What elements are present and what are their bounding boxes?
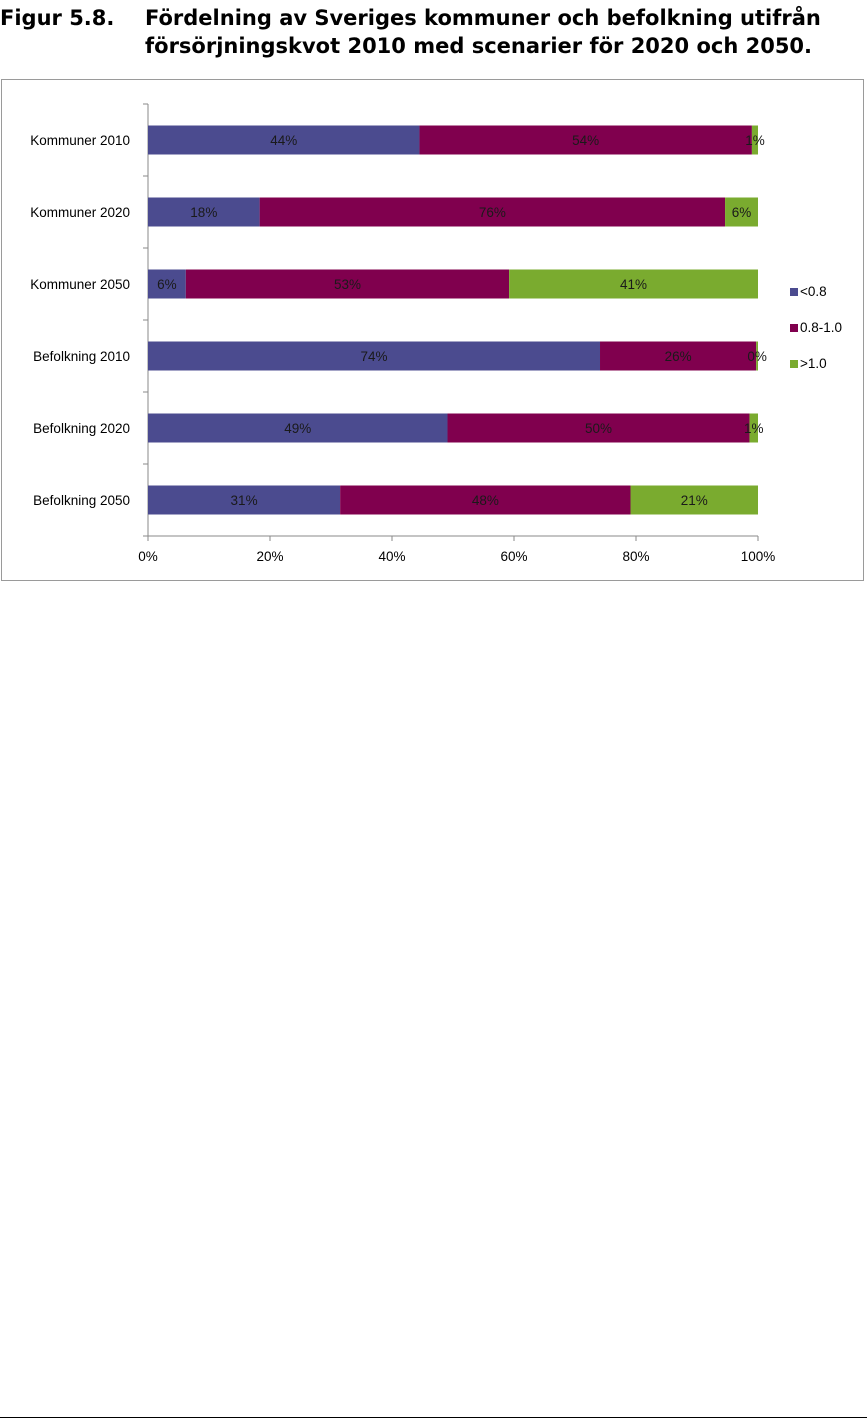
data-label: 21% [681, 493, 708, 508]
data-label: 50% [585, 421, 612, 436]
legend-label: >1.0 [800, 356, 827, 371]
category-label: Befolkning 2050 [33, 493, 130, 508]
x-tick-label: 80% [622, 549, 649, 564]
category-label: Kommuner 2020 [30, 205, 130, 220]
page-footer-rule [0, 1417, 867, 1418]
data-label: 0% [747, 349, 767, 364]
bar-segment [509, 269, 758, 299]
data-label: 74% [360, 349, 387, 364]
category-label: Befolkning 2020 [33, 421, 130, 436]
figure-title-line-2: försörjningskvot 2010 med scenarier för … [145, 34, 813, 58]
bar-segment [725, 197, 758, 227]
category-label: Befolkning 2010 [33, 349, 130, 364]
data-label: 41% [620, 277, 647, 292]
category-label: Kommuner 2010 [30, 133, 130, 148]
bar-segment [749, 413, 758, 443]
data-label: 1% [744, 421, 764, 436]
bar-segment [419, 125, 752, 155]
legend-swatch [790, 288, 798, 296]
category-label: Kommuner 2050 [30, 277, 130, 292]
data-label: 1% [745, 133, 765, 148]
figure-header: Figur 5.8. Fördelning av Sveriges kommun… [0, 0, 867, 70]
data-label: 6% [732, 205, 752, 220]
data-label: 6% [157, 277, 177, 292]
data-label: 49% [284, 421, 311, 436]
data-label: 18% [190, 205, 217, 220]
bar-segment [340, 485, 631, 515]
bar-segment [148, 341, 601, 371]
legend-label: 0.8-1.0 [800, 320, 842, 335]
legend-swatch [790, 360, 798, 368]
data-label: 26% [665, 349, 692, 364]
data-label: 48% [472, 493, 499, 508]
bar-segment [148, 269, 186, 299]
x-tick-label: 100% [741, 549, 776, 564]
x-tick-label: 40% [378, 549, 405, 564]
bar-segment [756, 341, 758, 371]
data-label: 53% [334, 277, 361, 292]
bar-segment [148, 197, 260, 227]
bar-segment [447, 413, 750, 443]
bar-segment [600, 341, 757, 371]
figure-title-line-1: Fördelning av Sveriges kommuner och befo… [145, 6, 821, 30]
data-label: 76% [479, 205, 506, 220]
x-tick-label: 20% [256, 549, 283, 564]
bar-segment [148, 125, 420, 155]
legend-label: <0.8 [800, 284, 827, 299]
bar-segment [751, 125, 758, 155]
data-label: 44% [270, 133, 297, 148]
figure-title: Fördelning av Sveriges kommuner och befo… [145, 4, 860, 60]
stacked-bar-chart: 0% 20% 40% 60% 80% 100% Kommuner 2010 44% 54% 1% K… [30, 103, 842, 564]
legend-swatch [790, 324, 798, 332]
figure-number: Figur 5.8. [0, 6, 115, 30]
data-label: 31% [231, 493, 258, 508]
bar-segment [259, 197, 726, 227]
bar-segment [630, 485, 758, 515]
chart-frame: 0% 20% 40% 60% 80% 100% Kommuner 2010 44% 54% 1% K… [1, 79, 864, 581]
bar-segment [148, 485, 341, 515]
bar-segment [185, 269, 510, 299]
bar-segment [148, 413, 448, 443]
x-tick-label: 60% [500, 549, 527, 564]
data-label: 54% [572, 133, 599, 148]
x-tick-label: 0% [138, 549, 158, 564]
